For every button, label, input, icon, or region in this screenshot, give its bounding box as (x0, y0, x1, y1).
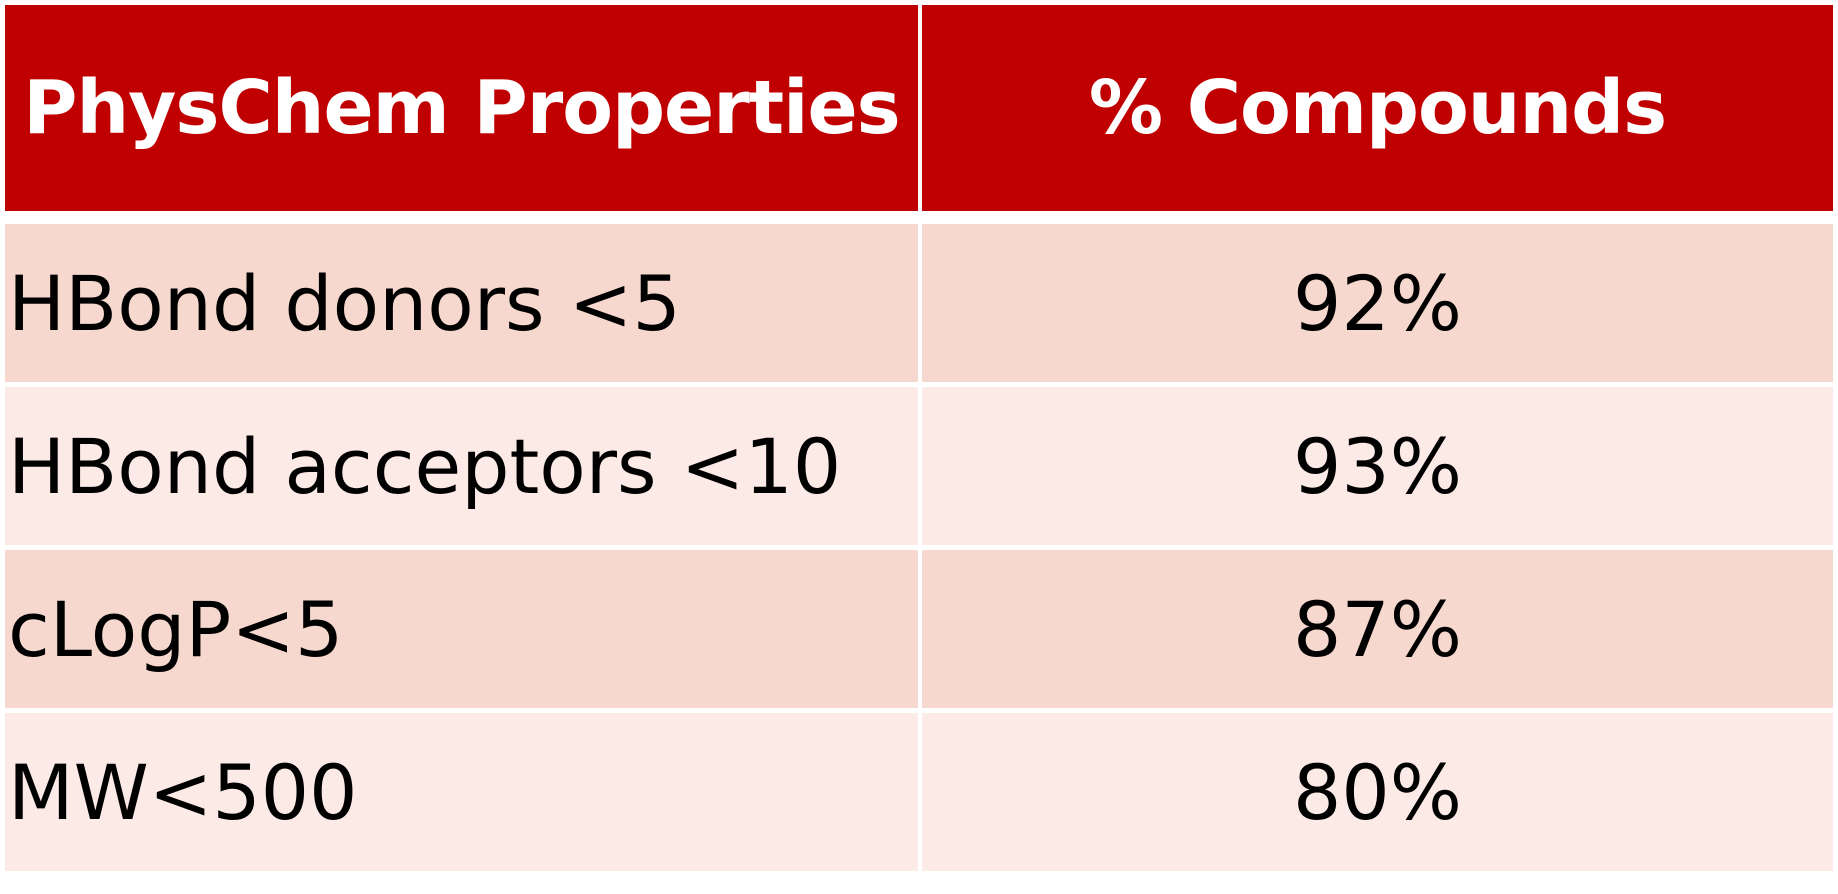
table-row: HBond donors <5 92% (5, 224, 1833, 382)
property-cell: HBond acceptors <10 (5, 387, 918, 545)
property-cell: MW<500 (5, 713, 918, 871)
percent-cell: 87% (922, 550, 1833, 708)
physchem-table: PhysChem Properties % Compounds HBond do… (5, 5, 1833, 871)
table-header-row: PhysChem Properties % Compounds (5, 5, 1833, 211)
table-row: cLogP<5 87% (5, 550, 1833, 708)
table-row: MW<500 80% (5, 713, 1833, 871)
table-row: HBond acceptors <10 93% (5, 387, 1833, 545)
header-physchem-properties: PhysChem Properties (5, 5, 918, 211)
percent-cell: 93% (922, 387, 1833, 545)
property-cell: HBond donors <5 (5, 224, 918, 382)
percent-cell: 80% (922, 713, 1833, 871)
header-percent-compounds: % Compounds (922, 5, 1833, 211)
percent-cell: 92% (922, 224, 1833, 382)
property-cell: cLogP<5 (5, 550, 918, 708)
